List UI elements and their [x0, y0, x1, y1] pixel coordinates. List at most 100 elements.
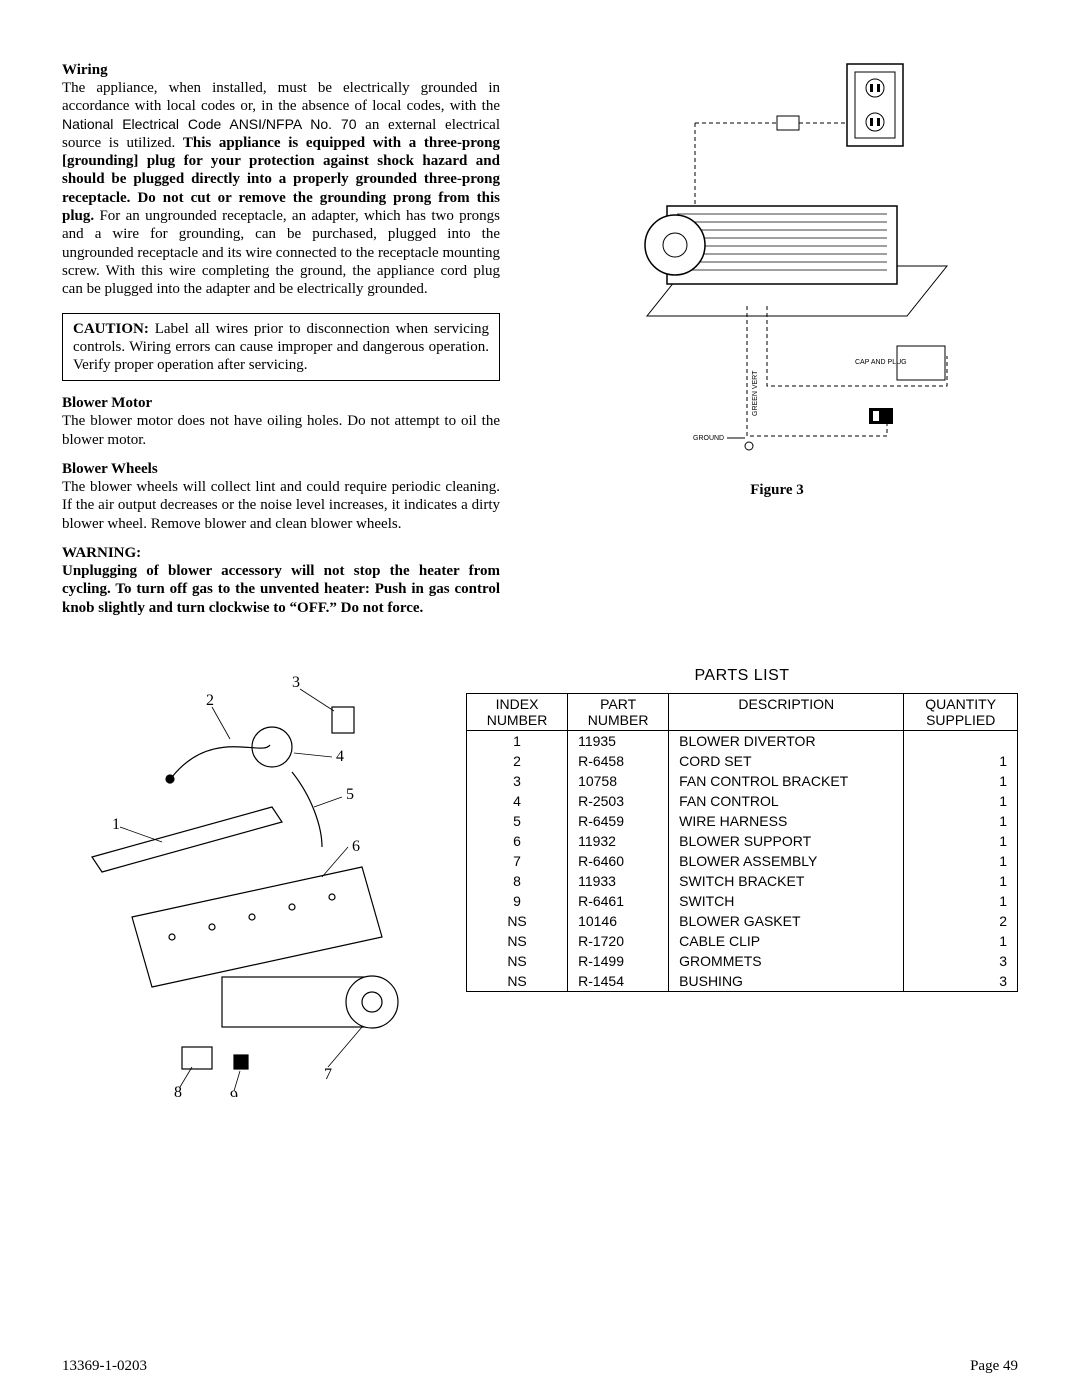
cell-part: R-6458 [568, 751, 669, 771]
parts-list-title: PARTS LIST [466, 667, 1018, 685]
cell-desc: BLOWER ASSEMBLY [669, 851, 904, 871]
callout-4: 4 [336, 748, 344, 765]
cell-part: R-6461 [568, 891, 669, 911]
blower-wheels-text: The blower wheels will collect lint and … [62, 478, 500, 533]
cap-and-plug-label: CAP AND PLUG [855, 359, 907, 366]
caution-paragraph: CAUTION: Label all wires prior to discon… [73, 320, 489, 375]
parts-list-region: PARTS LIST INDEX NUMBER PART NUMBER DE [466, 667, 1018, 1097]
cell-qty: 2 [904, 911, 1018, 931]
cell-qty: 1 [904, 891, 1018, 911]
col-desc: DESCRIPTION [669, 693, 904, 730]
cell-index: 7 [467, 851, 568, 871]
green-vert-label: GREEN VERT [752, 370, 759, 416]
wiring-text-pre: The appliance, when installed, must be e… [62, 80, 500, 114]
cell-index: 5 [467, 811, 568, 831]
cell-index: 4 [467, 791, 568, 811]
callout-9: 9 [230, 1088, 238, 1097]
cell-index: 6 [467, 831, 568, 851]
cell-index: NS [467, 951, 568, 971]
cell-qty: 1 [904, 871, 1018, 891]
footer-page: Page 49 [970, 1358, 1018, 1375]
cell-desc: WIRE HARNESS [669, 811, 904, 831]
col-qty: QUANTITY SUPPLIED [904, 693, 1018, 730]
table-row: NSR-1499GROMMETS3 [467, 951, 1018, 971]
ground-label: GROUND [693, 435, 724, 442]
cell-desc: CABLE CLIP [669, 931, 904, 951]
page: Wiring The appliance, when installed, mu… [0, 0, 1080, 1397]
table-row: NS10146BLOWER GASKET2 [467, 911, 1018, 931]
callout-3: 3 [292, 674, 300, 691]
table-row: 7R-6460BLOWER ASSEMBLY1 [467, 851, 1018, 871]
wiring-code-ref: National Electrical Code ANSI/NFPA No. 7… [62, 116, 356, 132]
cell-part: 11933 [568, 871, 669, 891]
wiring-paragraph: The appliance, when installed, must be e… [62, 79, 500, 299]
cell-desc: FAN CONTROL BRACKET [669, 771, 904, 791]
callout-5: 5 [346, 786, 354, 803]
cell-part: 10146 [568, 911, 669, 931]
callout-8: 8 [174, 1084, 182, 1097]
cell-part: 11932 [568, 831, 669, 851]
blower-wheels-heading: Blower Wheels [62, 461, 500, 478]
wiring-heading: Wiring [62, 62, 500, 79]
warning-heading: WARNING: [62, 545, 500, 562]
col-part: PART NUMBER [568, 693, 669, 730]
cell-part: R-6459 [568, 811, 669, 831]
wiring-text-post: For an ungrounded receptacle, an adapter… [62, 208, 500, 297]
cell-qty: 1 [904, 831, 1018, 851]
parts-table: INDEX NUMBER PART NUMBER DESCRIPTION QUA… [466, 693, 1018, 992]
callout-6: 6 [352, 838, 360, 855]
footer-docno: 13369-1-0203 [62, 1358, 147, 1375]
parts-table-body: 111935BLOWER DIVERTOR2R-6458CORD SET1310… [467, 730, 1018, 991]
col-index: INDEX NUMBER [467, 693, 568, 730]
cell-part: R-1720 [568, 931, 669, 951]
cell-part: R-2503 [568, 791, 669, 811]
caution-label: CAUTION: [73, 321, 149, 337]
cell-part: R-1454 [568, 971, 669, 992]
cell-index: 1 [467, 730, 568, 751]
cell-part: 10758 [568, 771, 669, 791]
cell-qty: 1 [904, 851, 1018, 871]
cell-desc: GROMMETS [669, 951, 904, 971]
cell-desc: BLOWER DIVERTOR [669, 730, 904, 751]
cell-qty [904, 730, 1018, 751]
cell-part: 11935 [568, 730, 669, 751]
cell-desc: BUSHING [669, 971, 904, 992]
cell-qty: 1 [904, 751, 1018, 771]
cell-index: NS [467, 971, 568, 992]
cell-qty: 1 [904, 931, 1018, 951]
cell-desc: FAN CONTROL [669, 791, 904, 811]
cell-desc: SWITCH [669, 891, 904, 911]
cell-part: R-1499 [568, 951, 669, 971]
blower-motor-text: The blower motor does not have oiling ho… [62, 412, 500, 449]
exploded-view: 1 2 3 4 5 6 7 8 9 [62, 667, 442, 1097]
cell-index: 2 [467, 751, 568, 771]
cell-qty: 1 [904, 811, 1018, 831]
cell-part: R-6460 [568, 851, 669, 871]
cell-desc: BLOWER GASKET [669, 911, 904, 931]
bottom-region: 1 2 3 4 5 6 7 8 9 PARTS LIST INDEX NUMBE… [62, 667, 1018, 1097]
cell-index: 9 [467, 891, 568, 911]
cell-desc: CORD SET [669, 751, 904, 771]
page-footer: 13369-1-0203 Page 49 [62, 1358, 1018, 1375]
cell-index: NS [467, 911, 568, 931]
figure-3-caption: Figure 3 [750, 482, 803, 499]
top-region: Wiring The appliance, when installed, mu… [62, 56, 1018, 617]
cell-desc: BLOWER SUPPORT [669, 831, 904, 851]
cell-index: NS [467, 931, 568, 951]
cell-qty: 1 [904, 771, 1018, 791]
cell-desc: SWITCH BRACKET [669, 871, 904, 891]
left-text-column: Wiring The appliance, when installed, mu… [62, 56, 500, 617]
table-row: 5R-6459WIRE HARNESS1 [467, 811, 1018, 831]
cell-index: 3 [467, 771, 568, 791]
warning-text: Unplugging of blower accessory will not … [62, 562, 500, 617]
cell-qty: 1 [904, 791, 1018, 811]
table-row: 611932BLOWER SUPPORT1 [467, 831, 1018, 851]
table-row: NSR-1720CABLE CLIP1 [467, 931, 1018, 951]
table-row: 811933SWITCH BRACKET1 [467, 871, 1018, 891]
table-header-row: INDEX NUMBER PART NUMBER DESCRIPTION QUA… [467, 693, 1018, 730]
table-row: 2R-6458CORD SET1 [467, 751, 1018, 771]
cell-qty: 3 [904, 951, 1018, 971]
table-row: 9R-6461SWITCH1 [467, 891, 1018, 911]
blower-motor-heading: Blower Motor [62, 395, 500, 412]
callout-7: 7 [324, 1066, 332, 1083]
